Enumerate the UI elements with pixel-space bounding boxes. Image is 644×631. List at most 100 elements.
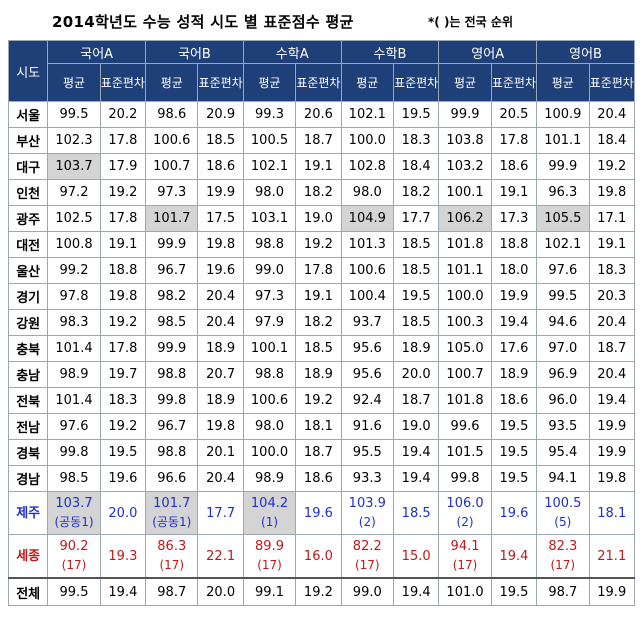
avg-cell: 99.9 [536, 153, 590, 180]
avg-cell: 99.3 [242, 101, 297, 128]
avg-cell: 103.1 [242, 205, 297, 232]
sd-cell: 18.5 [392, 309, 440, 336]
avg-cell: 98.0 [242, 179, 297, 206]
sd-cell: 18.9 [490, 361, 538, 388]
avg-cell: 101.1 [536, 127, 590, 154]
table-row: 경북 99.8 19.5 98.8 20.1 100.0 18.7 95.5 19.4 101.5… [7, 439, 635, 466]
sd-cell: 19.5 [490, 413, 538, 440]
avg-value: 101.7 [153, 496, 191, 511]
sd-cell: 17.1 [588, 205, 635, 232]
avg-cell: 100.1 [242, 335, 297, 362]
sd-cell: 19.5 [392, 283, 440, 310]
sd-cell: 19.2 [99, 309, 147, 336]
sd-cell: 20.0 [197, 577, 244, 606]
sd-cell: 18.9 [295, 361, 342, 388]
table-row: 경남 98.5 19.6 96.6 20.4 98.9 18.6 93.3 19.4 99.8 19… [7, 465, 635, 492]
sd-cell: 20.4 [588, 309, 635, 336]
avg-cell: 94.6 [536, 309, 590, 336]
table-row: 부산 102.3 17.8 100.6 18.5 100.5 18.7 100.0 18.3 10… [7, 127, 635, 154]
avg-cell: 100.4 [340, 283, 394, 310]
avg-cell: 93.7 [340, 309, 394, 336]
sd-cell: 19.4 [588, 387, 635, 414]
avg-cell: 101.5 [438, 439, 492, 466]
sd-cell: 18.6 [197, 153, 244, 180]
avg-cell: 98.0 [340, 179, 394, 206]
sd-cell: 18.8 [490, 231, 538, 258]
rank-value: (17) [159, 558, 185, 572]
avg-cell: 101.1 [438, 257, 492, 284]
region-label: 충남 [7, 361, 49, 388]
avg-cell: 100.0 [438, 283, 492, 310]
sd-cell: 19.9 [588, 413, 635, 440]
sd-cell: 18.1 [295, 413, 342, 440]
avg-rank-cell: 89.9 (17) [242, 534, 297, 579]
table-row: 강원 98.3 19.2 98.5 20.4 97.9 18.2 93.7 18.5 100.3 1… [7, 309, 635, 336]
sd-cell: 19.4 [392, 465, 440, 492]
sd-cell: 19.6 [295, 491, 342, 535]
rank-value: (2) [456, 515, 474, 529]
sd-cell: 20.0 [392, 361, 440, 388]
sd-cell: 18.3 [99, 387, 147, 414]
avg-cell: 98.8 [145, 439, 199, 466]
avg-cell: 99.8 [47, 439, 101, 466]
table-row: 광주 102.5 17.8 101.7 17.5 103.1 19.0 104.9 17.7 10… [7, 205, 635, 232]
sd-cell: 15.0 [392, 534, 440, 579]
sd-cell: 17.8 [295, 257, 342, 284]
sd-cell: 18.5 [392, 231, 440, 258]
region-label: 강원 [7, 309, 49, 336]
table-row: 충북 101.4 17.8 99.9 18.9 100.1 18.5 95.6 18.9 105.… [7, 335, 635, 362]
avg-cell: 97.6 [47, 413, 101, 440]
sd-cell: 19.5 [392, 101, 440, 128]
sd-cell: 19.3 [99, 534, 147, 579]
region-label: 전남 [7, 413, 49, 440]
avg-cell: 101.0 [438, 577, 492, 606]
table-row-sejong: 세종 90.2 (17) 19.3 86.3 (17) 22.1 89.9 (17) 16.0 82… [7, 534, 635, 579]
sd-cell: 21.1 [588, 534, 635, 579]
region-label: 전북 [7, 387, 49, 414]
region-label: 광주 [7, 205, 49, 232]
sd-cell: 19.1 [490, 179, 538, 206]
avg-cell: 98.8 [145, 361, 199, 388]
avg-cell: 101.7 [145, 205, 199, 232]
rank-value: (5) [554, 515, 572, 529]
sd-cell: 19.4 [99, 577, 147, 606]
rank-value: (2) [358, 515, 376, 529]
avg-cell: 96.6 [145, 465, 199, 492]
avg-rank-cell: 101.7 (공동1) [145, 491, 199, 535]
avg-cell: 102.1 [242, 153, 297, 180]
sd-cell: 18.7 [392, 387, 440, 414]
avg-cell: 102.1 [340, 101, 394, 128]
sd-cell: 18.4 [392, 153, 440, 180]
sd-cell: 19.6 [99, 465, 147, 492]
sd-cell: 20.5 [490, 101, 538, 128]
avg-cell: 95.6 [340, 335, 394, 362]
avg-cell: 105.5 [536, 205, 590, 232]
avg-header: 평균 [242, 63, 297, 102]
avg-cell: 96.9 [536, 361, 590, 388]
avg-cell: 99.5 [47, 101, 101, 128]
sd-cell: 19.8 [588, 465, 635, 492]
region-label: 경북 [7, 439, 49, 466]
sd-cell: 19.1 [99, 231, 147, 258]
sd-cell: 19.9 [588, 577, 635, 606]
avg-cell: 99.0 [340, 577, 394, 606]
sd-cell: 19.8 [588, 179, 635, 206]
avg-cell: 103.8 [438, 127, 492, 154]
sd-cell: 20.3 [588, 283, 635, 310]
sd-cell: 17.9 [99, 153, 147, 180]
avg-cell: 98.8 [242, 231, 297, 258]
avg-rank-cell: 86.3 (17) [145, 534, 199, 579]
sd-cell: 18.5 [295, 335, 342, 362]
sd-cell: 19.1 [588, 231, 635, 258]
avg-cell: 98.7 [145, 577, 199, 606]
avg-cell: 100.8 [47, 231, 101, 258]
subject-header: 국어A [47, 40, 147, 64]
avg-cell: 92.4 [340, 387, 394, 414]
sd-cell: 19.0 [392, 413, 440, 440]
sd-cell: 19.9 [197, 179, 244, 206]
avg-cell: 104.9 [340, 205, 394, 232]
avg-cell: 99.5 [47, 577, 101, 606]
sd-cell: 18.5 [197, 127, 244, 154]
region-label: 대전 [7, 231, 49, 258]
sd-cell: 18.2 [392, 179, 440, 206]
